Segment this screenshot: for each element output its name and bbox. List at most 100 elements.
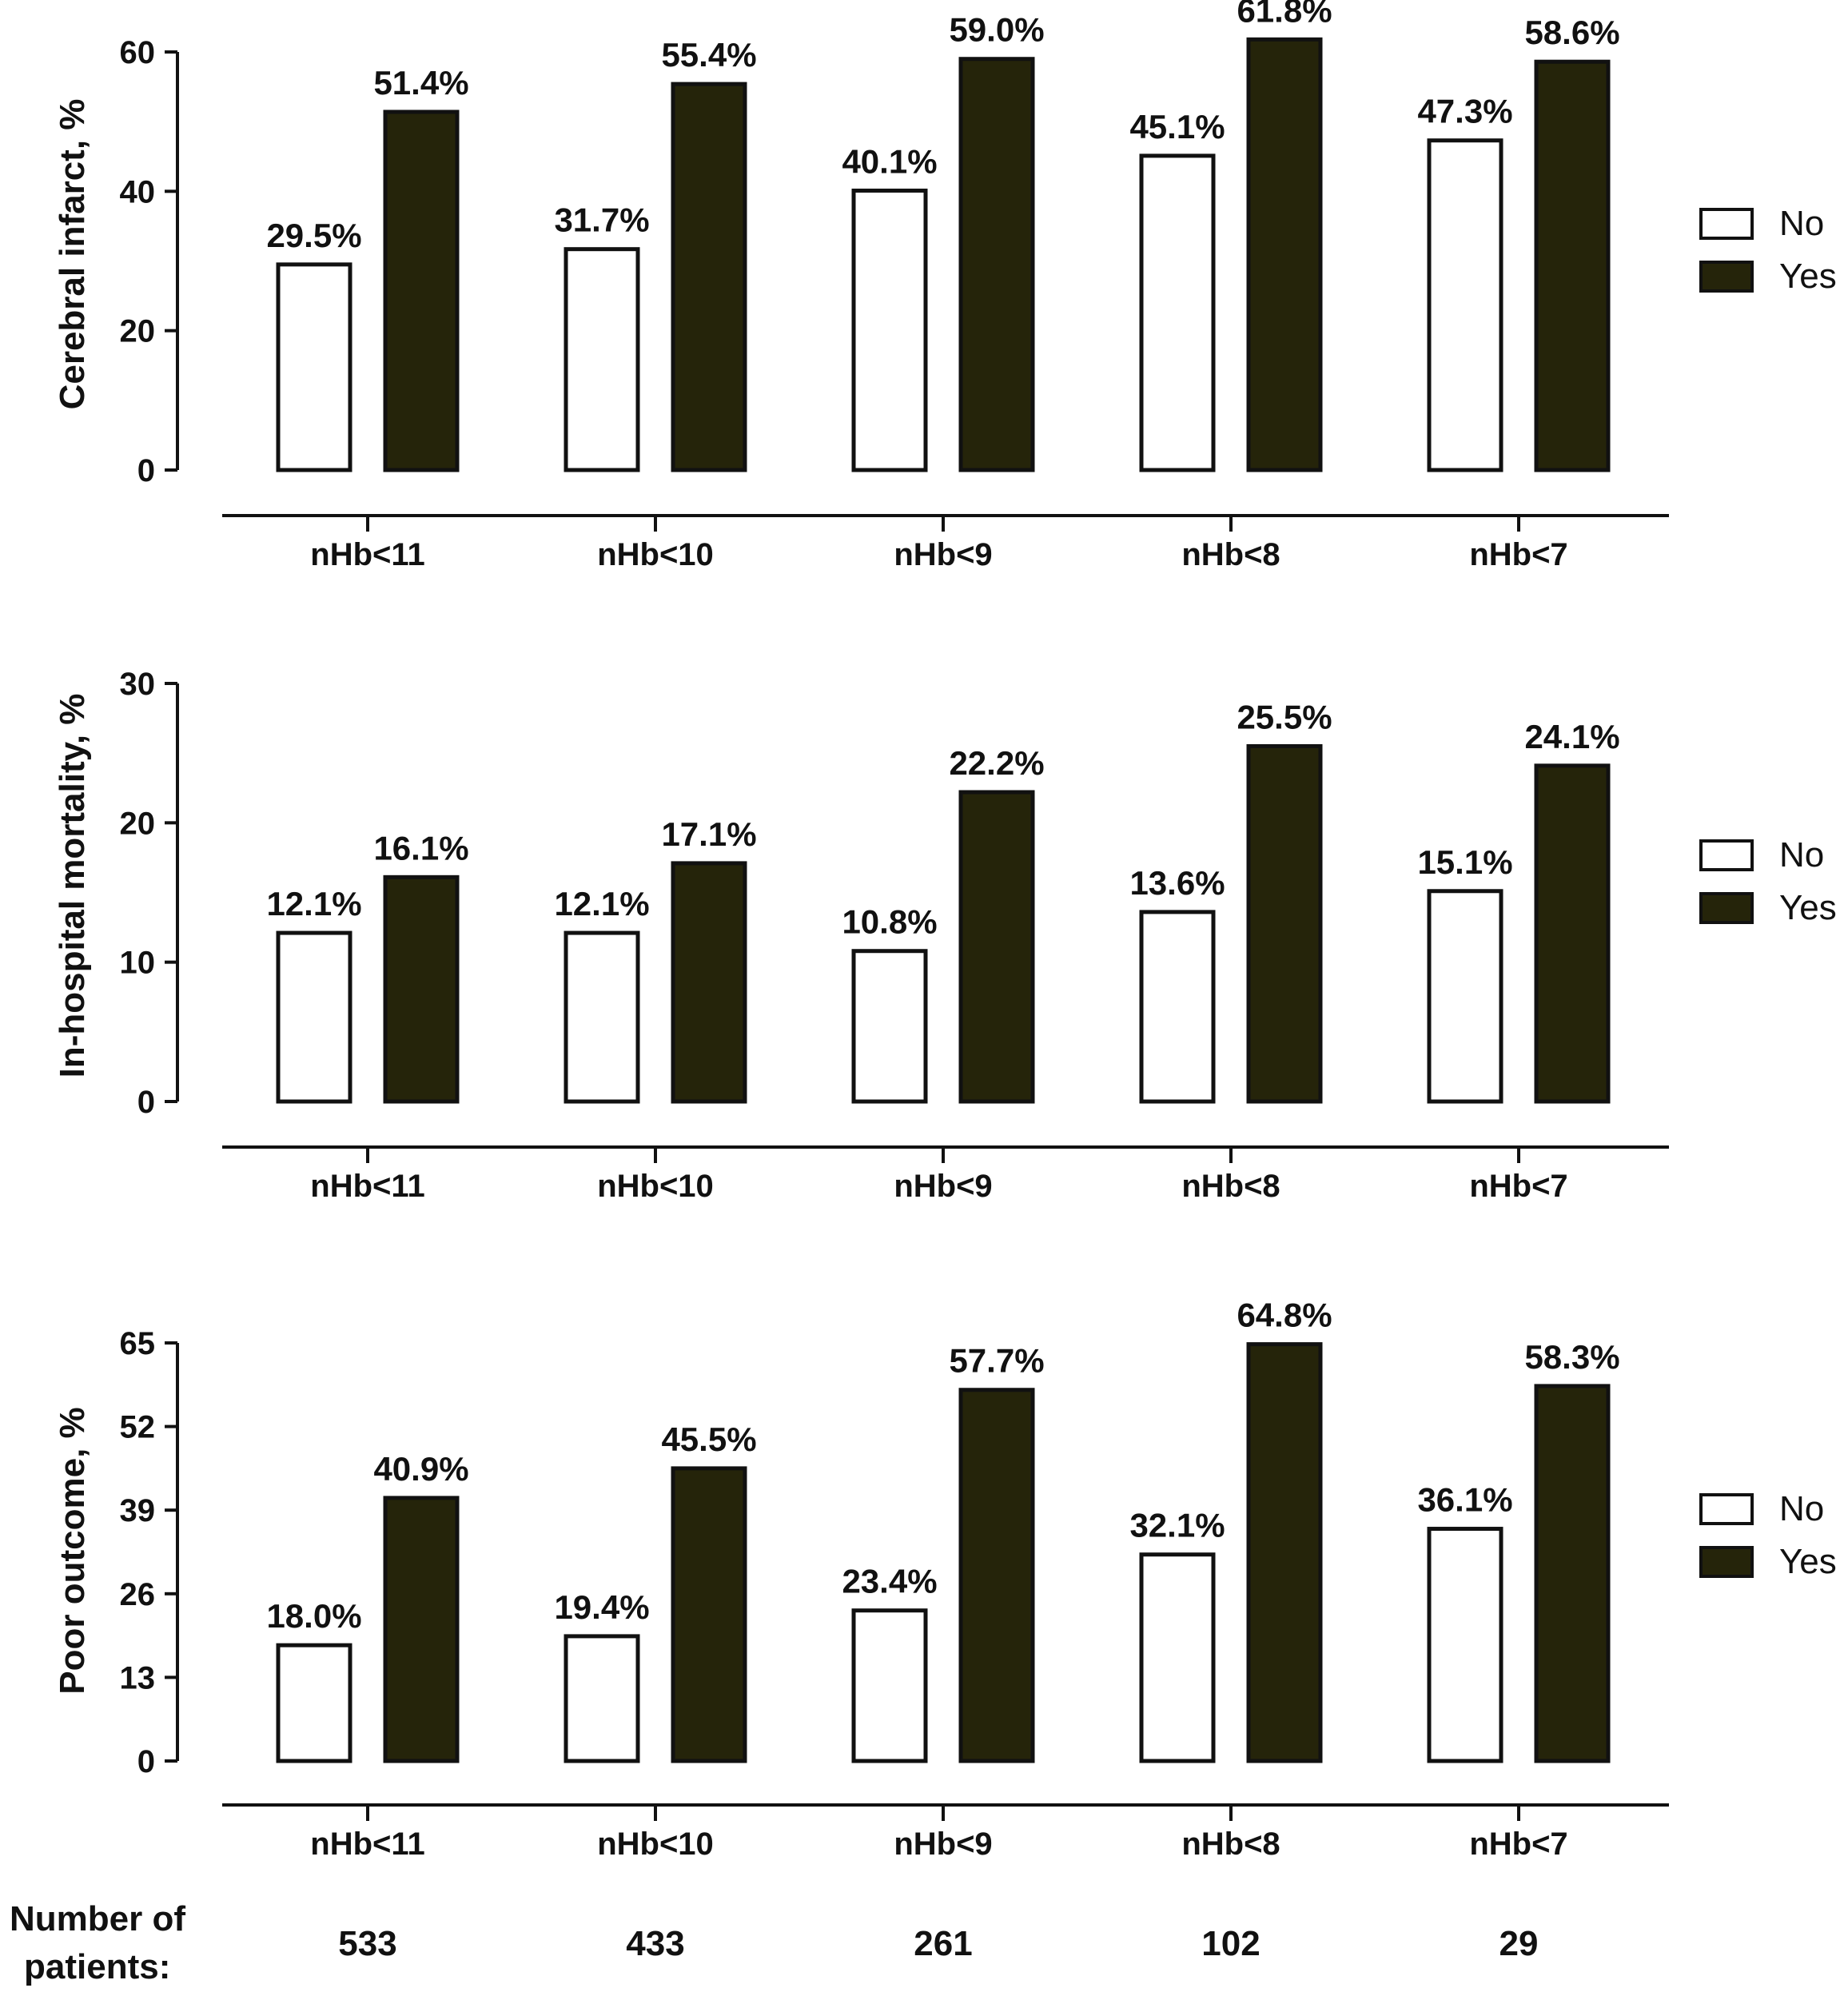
patients-label-line2: patients:	[24, 1947, 170, 1986]
data-label: 13.6%	[1129, 864, 1225, 902]
x-category-label: nHb<11	[310, 537, 424, 572]
patient-count: 533	[338, 1924, 396, 1963]
x-category-label: nHb<8	[1181, 1169, 1280, 1204]
bar-no	[276, 930, 352, 1104]
y-tick-label: 52	[120, 1410, 156, 1445]
data-label: 55.4%	[661, 36, 756, 74]
bar-no	[276, 1643, 352, 1763]
y-tick-label: 10	[120, 946, 156, 981]
data-label: 17.1%	[661, 815, 756, 853]
bar-no	[851, 188, 928, 472]
data-label: 40.9%	[373, 1450, 468, 1488]
data-label: 64.8%	[1237, 1297, 1332, 1334]
bar-no	[851, 949, 928, 1104]
x-category-label: nHb<8	[1181, 1827, 1280, 1862]
panel-poor-outcome: 0 13 26 39 52 65 Poor outcome, % nHb<11 18.0% 40.…	[53, 1297, 1837, 1862]
legend-swatch-yes	[1699, 261, 1754, 293]
bar-no	[1427, 138, 1503, 472]
bar-no	[564, 930, 640, 1104]
data-label: 45.5%	[661, 1420, 756, 1458]
legend-label-no: No	[1779, 1489, 1824, 1528]
x-category-label: nHb<11	[310, 1827, 424, 1862]
y-tick-label: 13	[120, 1660, 156, 1695]
y-tick-label: 39	[120, 1493, 156, 1528]
bar-yes	[671, 82, 747, 472]
x-category-label: nHb<7	[1469, 537, 1567, 572]
data-label: 23.4%	[842, 1563, 937, 1600]
legend-swatch-no	[1699, 839, 1754, 871]
x-category-label: nHb<9	[894, 1827, 992, 1862]
x-category-label: nHb<10	[597, 1169, 714, 1204]
data-label: 59.0%	[949, 11, 1044, 49]
bar-no	[1139, 1552, 1216, 1763]
y-axis-title: Cerebral infarct, %	[53, 99, 92, 410]
data-label: 12.1%	[266, 885, 361, 922]
data-label: 18.0%	[266, 1597, 361, 1635]
patient-count: 29	[1500, 1924, 1539, 1963]
y-tick-label: 26	[120, 1577, 156, 1612]
bar-yes	[1246, 37, 1323, 472]
data-label: 25.5%	[1237, 698, 1332, 735]
bar-no	[564, 1634, 640, 1763]
data-label: 12.1%	[554, 885, 649, 922]
x-category-label: nHb<7	[1469, 1827, 1567, 1862]
bar-yes	[1534, 59, 1611, 472]
data-label: 22.2%	[949, 744, 1044, 782]
data-label: 10.8%	[842, 903, 937, 941]
y-tick-label: 60	[120, 35, 156, 70]
bar-yes	[383, 874, 460, 1104]
data-label: 36.1%	[1417, 1481, 1512, 1519]
bar-yes	[1534, 1384, 1611, 1763]
y-tick-label: 0	[137, 1744, 155, 1779]
y-tick-label: 0	[137, 1085, 155, 1120]
y-tick-label: 40	[120, 174, 156, 209]
x-category-label: nHb<8	[1181, 537, 1280, 572]
bar-yes	[958, 57, 1035, 472]
legend-label-no: No	[1779, 835, 1824, 874]
x-category-label: nHb<7	[1469, 1169, 1567, 1204]
bar-yes	[383, 1496, 460, 1763]
x-category-label: nHb<9	[894, 537, 992, 572]
data-label: 58.6%	[1524, 14, 1619, 51]
y-tick-label: 20	[120, 314, 156, 349]
bar-yes	[1246, 1342, 1323, 1763]
bar-yes	[1246, 743, 1323, 1104]
data-label: 40.1%	[842, 142, 937, 180]
bar-no	[1427, 889, 1503, 1104]
legend-swatch-yes	[1699, 892, 1754, 924]
bar-yes	[671, 1466, 747, 1763]
data-label: 32.1%	[1129, 1507, 1225, 1544]
data-label: 61.8%	[1237, 0, 1332, 29]
bar-yes	[671, 861, 747, 1104]
bar-yes	[1534, 763, 1611, 1104]
bar-no	[564, 247, 640, 472]
legend-label-yes: Yes	[1779, 257, 1837, 296]
bar-no	[1139, 153, 1216, 472]
bar-yes	[383, 110, 460, 472]
patient-count: 261	[914, 1924, 972, 1963]
y-tick-label: 30	[120, 667, 156, 702]
patient-count: 102	[1201, 1924, 1260, 1963]
x-category-label: nHb<11	[310, 1169, 424, 1204]
number-of-patients-row: Number of patients: 533 433 261 102 29	[10, 1899, 1538, 1986]
x-category-label: nHb<10	[597, 537, 714, 572]
x-category-label: nHb<9	[894, 1169, 992, 1204]
bar-no	[276, 262, 352, 472]
data-label: 29.5%	[266, 217, 361, 254]
legend-label-no: No	[1779, 204, 1824, 243]
data-label: 16.1%	[373, 829, 468, 867]
y-axis-title: Poor outcome, %	[53, 1407, 92, 1694]
bar-no	[1427, 1527, 1503, 1763]
y-tick-label: 65	[120, 1326, 156, 1361]
legend-swatch-yes	[1699, 1546, 1754, 1578]
data-label: 47.3%	[1417, 93, 1512, 130]
bar-yes	[958, 790, 1035, 1104]
patients-label-line1: Number of	[10, 1899, 185, 1938]
y-axis-title: In-hospital mortality, %	[53, 694, 92, 1078]
data-label: 51.4%	[373, 64, 468, 102]
bar-no	[851, 1608, 928, 1763]
data-label: 45.1%	[1129, 108, 1225, 145]
data-label: 24.1%	[1524, 718, 1619, 755]
data-label: 57.7%	[949, 1342, 1044, 1380]
